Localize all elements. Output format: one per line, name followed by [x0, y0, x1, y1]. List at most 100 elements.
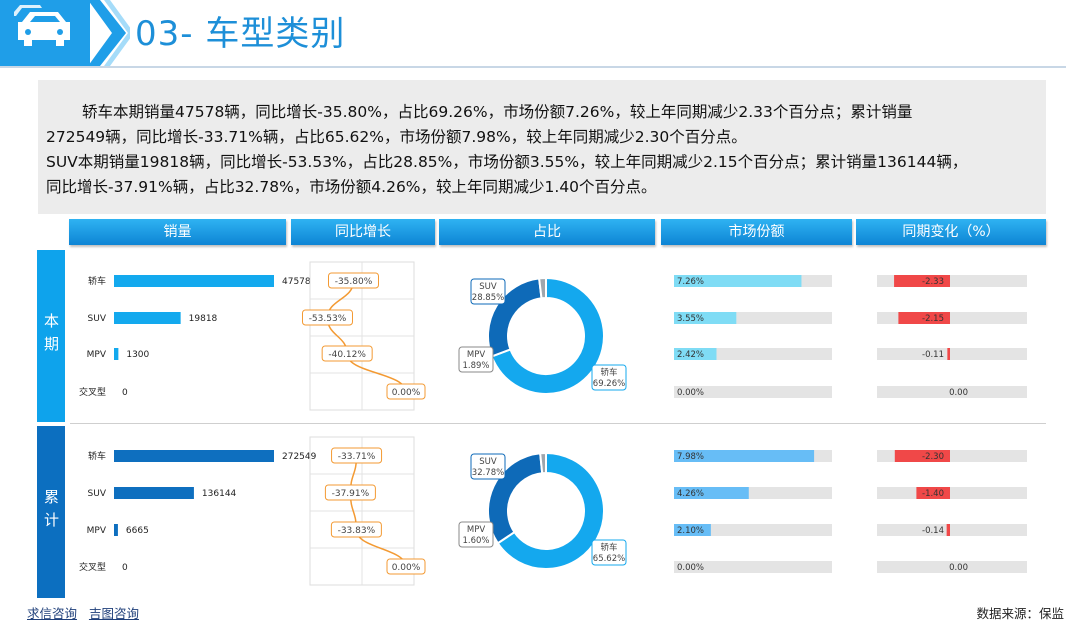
- market-share-label: 2.42%: [677, 350, 704, 360]
- section-label-current: 本期: [37, 250, 65, 422]
- growth-data-label-box: [327, 272, 379, 289]
- sales-value-label: 6665: [126, 526, 149, 536]
- column-header-growth: 同比增长: [291, 219, 435, 245]
- section-divider: [70, 423, 1046, 424]
- sales-bar: [114, 524, 118, 536]
- sales-value-label: 272549: [282, 452, 317, 462]
- market-share-label: 4.26%: [677, 489, 704, 499]
- change-label: -2.15: [922, 314, 944, 324]
- change-label: -0.14: [922, 526, 944, 536]
- donut-label-value: 1.89%: [462, 361, 489, 371]
- growth-data-label: -37.91%: [332, 489, 370, 499]
- donut-label-box: [470, 278, 506, 305]
- category-label: MPV: [87, 526, 107, 536]
- change-track: [877, 487, 1027, 499]
- donut-label-box: [458, 521, 494, 548]
- category-label: MPV: [87, 350, 107, 360]
- category-label: 交叉型: [79, 386, 106, 398]
- change-track: [877, 348, 1027, 360]
- market-share-label: 7.98%: [677, 452, 704, 462]
- donut-label-category: MPV: [467, 525, 485, 535]
- change-bar: [916, 487, 950, 499]
- donut-slice: [496, 451, 605, 570]
- change-bar: [894, 275, 950, 287]
- footer-links: 求信咨询 吉图咨询: [27, 603, 139, 622]
- summary-panel: 轿车本期销量47578辆，同比增长-35.80%，占比69.26%，市场份额7.…: [38, 80, 1046, 214]
- category-label: SUV: [88, 314, 107, 324]
- market-share-bar: [674, 275, 802, 287]
- growth-line: [349, 455, 407, 568]
- change-label: -1.40: [922, 489, 944, 499]
- change-track: [877, 386, 1027, 398]
- change-label: -0.11: [922, 350, 944, 360]
- car-icon: [14, 5, 70, 46]
- donut-slice: [490, 276, 605, 395]
- footer-link-jitu[interactable]: 吉图咨询: [88, 606, 139, 621]
- market-share-track: [674, 524, 832, 536]
- column-header-share: 占比: [439, 219, 655, 245]
- market-share-bar: [674, 450, 815, 462]
- growth-data-label: -33.83%: [338, 526, 376, 536]
- donut-label-value: 28.85%: [472, 293, 504, 303]
- donut-label-category: MPV: [467, 350, 485, 360]
- donut-label-category: SUV: [479, 282, 497, 292]
- growth-data-label-box: [301, 309, 353, 326]
- change-label: 0.00: [949, 563, 968, 573]
- growth-data-label-box: [331, 447, 383, 464]
- growth-data-label: 0.00%: [392, 563, 421, 573]
- donut-slice: [538, 276, 547, 300]
- sales-bar: [114, 312, 181, 324]
- data-source: 数据来源：保监: [976, 606, 1064, 621]
- market-share-bar: [674, 312, 737, 324]
- summary-line: 272549辆，同比增长-33.71%辆，占比65.62%，市场份额7.98%，…: [46, 128, 747, 146]
- sales-bar: [114, 275, 274, 287]
- donut-label-box: [458, 346, 494, 373]
- page-title: 03- 车型类别: [135, 14, 346, 54]
- market-share-track: [674, 386, 832, 398]
- sales-bar: [114, 450, 274, 462]
- page-header: 03- 车型类别: [0, 0, 1080, 68]
- growth-data-label-box: [386, 383, 426, 400]
- growth-data-label: -40.12%: [328, 350, 366, 360]
- market-share-bar: [674, 487, 749, 499]
- sales-value-label: 1300: [126, 350, 149, 360]
- change-track: [877, 524, 1027, 536]
- footer-link-qiuxin[interactable]: 求信咨询: [27, 606, 78, 621]
- category-label: 轿车: [88, 450, 106, 462]
- category-label: 交叉型: [79, 561, 106, 573]
- growth-data-label: -53.53%: [309, 314, 347, 324]
- change-label: -2.33: [922, 277, 944, 287]
- sales-bar: [114, 487, 194, 499]
- donut-label-value: 69.26%: [593, 379, 625, 389]
- summary-line: 同比增长-37.91%辆，占比32.78%，市场份额4.26%，较上年同期减少1…: [46, 178, 657, 196]
- summary-line: SUV本期销量19818辆，同比增长-53.53%，占比28.85%，市场份额3…: [46, 153, 968, 171]
- sales-value-label: 136144: [202, 489, 237, 499]
- category-label: SUV: [88, 489, 107, 499]
- change-track: [877, 561, 1027, 573]
- donut-label-category: SUV: [479, 457, 497, 467]
- summary-line: 轿车本期销量47578辆，同比增长-35.80%，占比69.26%，市场份额7.…: [82, 103, 913, 121]
- change-bar: [947, 348, 950, 360]
- column-header-market-share: 市场份额: [661, 219, 852, 245]
- donut-label-category: 轿车: [600, 542, 617, 553]
- sales-value-label: 47578: [282, 277, 311, 287]
- change-bar: [946, 524, 950, 536]
- market-share-track: [674, 561, 832, 573]
- donut-label-category: 轿车: [600, 367, 617, 378]
- change-label: -2.30: [922, 452, 944, 462]
- column-header-sales: 销量: [69, 219, 286, 245]
- column-header-change: 同期变化（%）: [856, 219, 1046, 245]
- category-label: 轿车: [88, 275, 106, 287]
- donut-slice: [539, 451, 547, 475]
- growth-data-label-box: [321, 345, 373, 362]
- change-bar: [898, 312, 950, 324]
- header-divider: [0, 66, 1066, 68]
- donut-label-box: [591, 539, 627, 566]
- market-share-label: 2.10%: [677, 526, 704, 536]
- growth-data-label-box: [324, 484, 376, 501]
- growth-data-label: 0.00%: [392, 388, 421, 398]
- growth-data-label-box: [386, 558, 426, 575]
- growth-data-label-box: [330, 521, 382, 538]
- market-share-label: 7.26%: [677, 277, 704, 287]
